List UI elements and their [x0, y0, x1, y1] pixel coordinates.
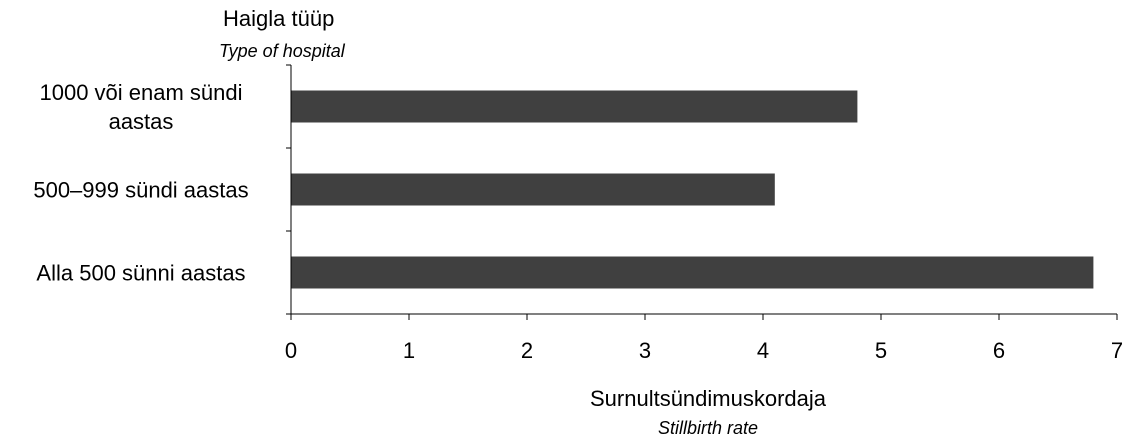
bars-group: [291, 90, 1094, 289]
category-label-1-line-2: aastas: [109, 109, 174, 134]
x-tick-labels: 0 1 2 3 4 5 6 7: [285, 338, 1123, 363]
category-label-3: Alla 500 sünni aastas: [36, 261, 245, 286]
x-tick-label-4: 4: [757, 338, 769, 363]
x-tick-label-7: 7: [1111, 338, 1123, 363]
category-label-1-line-1: 1000 või enam sündi: [39, 80, 242, 105]
category-label-2: 500–999 sündi aastas: [33, 178, 248, 203]
x-axis-title-en: Stillbirth rate: [658, 418, 758, 438]
x-tick-label-6: 6: [993, 338, 1005, 363]
bar-2: [291, 173, 775, 206]
axes-group: [286, 64, 1118, 320]
bar-3: [291, 256, 1094, 289]
category-labels: 1000 või enam sündi aastas 500–999 sündi a…: [33, 80, 248, 286]
x-axis-title: Surnultsündimuskordaja: [590, 386, 827, 411]
x-tick-label-5: 5: [875, 338, 887, 363]
x-tick-label-1: 1: [403, 338, 415, 363]
x-tick-label-0: 0: [285, 338, 297, 363]
bar-1: [291, 90, 858, 123]
y-axis-title-en: Type of hospital: [219, 41, 346, 61]
x-tick-label-3: 3: [639, 338, 651, 363]
y-axis-title: Haigla tüüp: [223, 6, 334, 31]
x-tick-label-2: 2: [521, 338, 533, 363]
